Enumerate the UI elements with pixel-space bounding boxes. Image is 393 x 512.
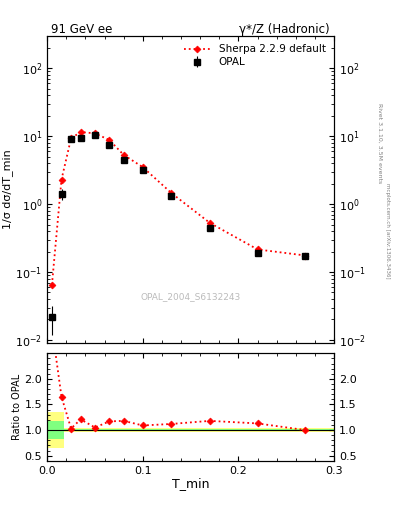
Sherpa 2.2.9 default — [50, 282, 54, 288]
Text: 91 GeV ee: 91 GeV ee — [51, 23, 112, 36]
Sherpa 2.2.9 default — [93, 130, 97, 136]
Sherpa 2.2.9 default — [255, 246, 260, 252]
Text: γ*/Z (Hadronic): γ*/Z (Hadronic) — [239, 23, 330, 36]
Sherpa 2.2.9 default — [169, 190, 174, 196]
X-axis label: T_min: T_min — [172, 477, 209, 490]
Line: Sherpa 2.2.9 default: Sherpa 2.2.9 default — [50, 130, 308, 287]
Sherpa 2.2.9 default — [78, 129, 83, 135]
Text: Rivet 3.1.10, 3.5M events: Rivet 3.1.10, 3.5M events — [377, 103, 382, 183]
Sherpa 2.2.9 default — [208, 220, 212, 226]
Sherpa 2.2.9 default — [69, 135, 73, 141]
Text: OPAL_2004_S6132243: OPAL_2004_S6132243 — [140, 292, 241, 302]
Legend: Sherpa 2.2.9 default, OPAL: Sherpa 2.2.9 default, OPAL — [181, 41, 329, 71]
Bar — [47, 412, 64, 448]
Sherpa 2.2.9 default — [140, 164, 145, 170]
Bar — [64, 429, 334, 432]
Sherpa 2.2.9 default — [121, 152, 126, 158]
Bar — [64, 428, 334, 432]
Text: mcplots.cern.ch [arXiv:1306.3436]: mcplots.cern.ch [arXiv:1306.3436] — [385, 183, 389, 278]
Y-axis label: Ratio to OPAL: Ratio to OPAL — [12, 374, 22, 440]
Sherpa 2.2.9 default — [59, 177, 64, 183]
Sherpa 2.2.9 default — [303, 252, 308, 259]
Sherpa 2.2.9 default — [107, 137, 112, 143]
Y-axis label: 1/σ dσ/dT_min: 1/σ dσ/dT_min — [2, 150, 13, 229]
Bar — [47, 421, 64, 439]
